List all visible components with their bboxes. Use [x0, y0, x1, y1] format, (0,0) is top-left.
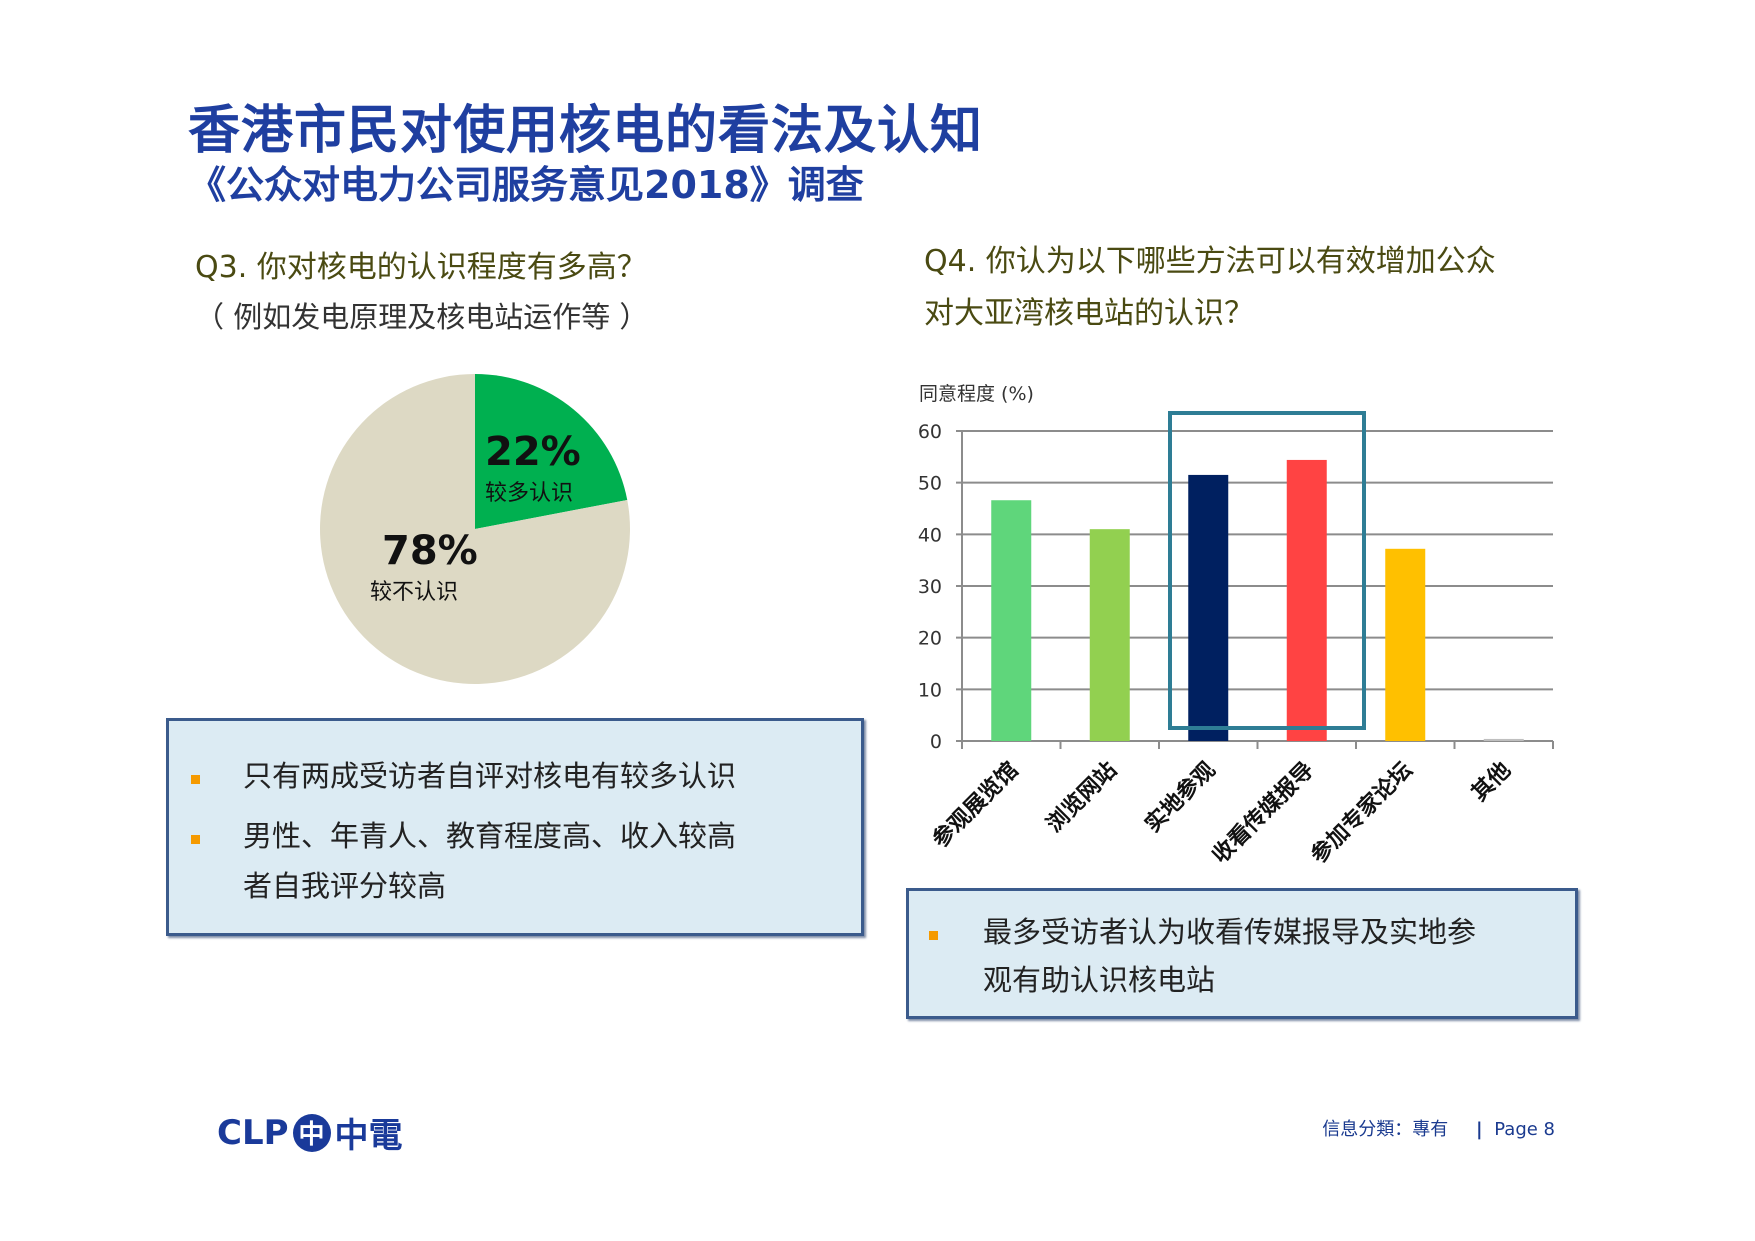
bullet-icon [191, 775, 200, 784]
page-title: 香港市民对使用核电的看法及认知 [188, 101, 984, 161]
q3-bullet-2-cont: 者自我评分较高 [243, 869, 447, 903]
pie-value-label: 22% [485, 429, 581, 475]
logo-text: CLP [217, 1112, 289, 1153]
y-axis-label: 同意程度 (%) [919, 383, 1034, 405]
q4-bullet-1-cont: 观有助认识核电站 [983, 963, 1216, 997]
y-tick-label: 60 [918, 421, 942, 443]
y-tick-label: 40 [918, 524, 942, 546]
bar [1483, 738, 1524, 741]
q4-summary-box: 最多受访者认为收看传媒报导及实地参 观有助认识核电站 [906, 888, 1578, 1019]
x-tick-label: 其他 [1467, 758, 1516, 807]
pie-slice-label: 较不认识 [370, 580, 458, 605]
page-number: Page 8 [1494, 1119, 1555, 1140]
bar [1089, 529, 1130, 741]
x-tick-label: 参加专家论坛 [1306, 757, 1418, 869]
highlight-box [1168, 411, 1366, 730]
x-tick-label: 实地参观 [1140, 757, 1221, 838]
bar [1286, 459, 1327, 741]
y-tick-label: 0 [930, 731, 942, 753]
q3-question: Q3. 你对核电的认识程度有多高？ [195, 250, 647, 285]
x-tick-label: 浏览网站 [1041, 757, 1122, 838]
q3-summary-box: 只有两成受访者自评对核电有较多认识 男性、年青人、教育程度高、收入较高 者自我评… [166, 718, 864, 936]
logo-cn: 中電 [334, 1116, 403, 1156]
page-subtitle: 《公众对电力公司服务意见2018》调查 [188, 163, 864, 207]
q4-question-line2: 对大亚湾核电站的认识？ [924, 296, 1254, 331]
y-tick-label: 20 [918, 628, 942, 650]
bar [991, 500, 1032, 741]
y-tick-label: 10 [918, 679, 942, 701]
classification-label: 信息分類：專有 [1322, 1119, 1449, 1140]
q4-bullet-1: 最多受访者认为收看传媒报导及实地参 [983, 915, 1477, 949]
clp-logo: CLP 中 中電 [217, 1108, 403, 1157]
bullet-icon [191, 835, 200, 844]
y-tick-label: 30 [918, 576, 942, 598]
logo-mark: 中 [292, 1113, 331, 1152]
y-tick-label: 50 [918, 473, 942, 495]
q3-bullet-1: 只有两成受访者自评对核电有较多认识 [243, 759, 737, 793]
pie-value-label: 78% [382, 528, 478, 574]
x-tick-label: 参观展览馆 [927, 757, 1023, 853]
bar [1385, 548, 1426, 741]
q3-bullet-2: 男性、年青人、教育程度高、收入较高 [243, 819, 737, 853]
x-tick-label: 收看传媒报导 [1207, 757, 1319, 869]
footer-divider: | [1475, 1119, 1483, 1140]
q4-question-line1: Q4. 你认为以下哪些方法可以有效增加公众 [924, 244, 1496, 279]
bar [1188, 474, 1229, 741]
pie-slice [475, 374, 628, 529]
pie-slice-label: 较多认识 [485, 481, 573, 506]
pie-slice [319, 373, 631, 684]
q3-note: （ 例如发电原理及核电站运作等 ） [195, 300, 649, 334]
footer-right: 信息分類：專有 | Page 8 [1322, 1115, 1555, 1141]
bullet-icon [929, 931, 938, 940]
